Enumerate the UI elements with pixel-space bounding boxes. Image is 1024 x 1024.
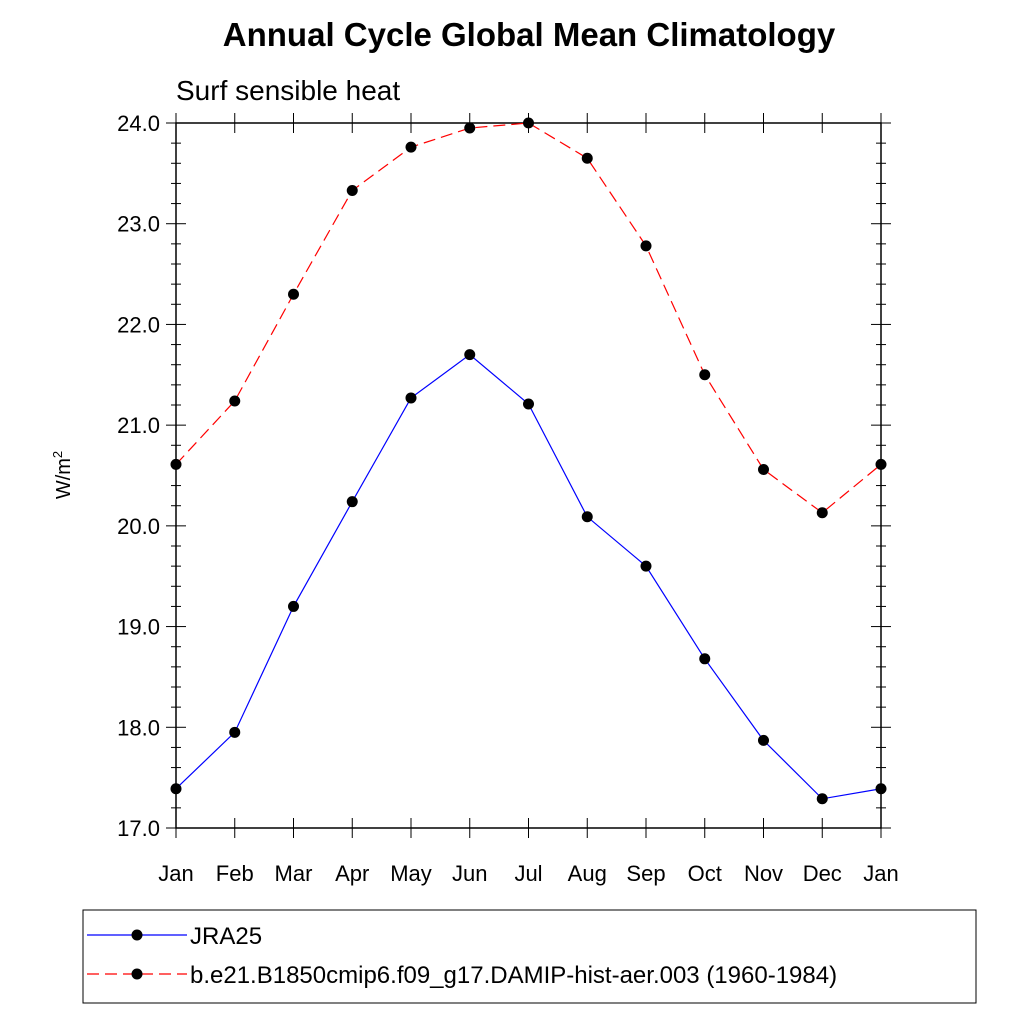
series-line-2	[175, 122, 882, 514]
data-point	[523, 398, 534, 410]
data-point	[875, 783, 887, 795]
data-point	[758, 734, 769, 746]
y-tick-label: 22.0	[117, 312, 160, 337]
x-tick-label: Mar	[275, 861, 313, 886]
data-point	[640, 560, 652, 572]
series-layer	[170, 117, 887, 805]
x-tick-label: Dec	[803, 861, 842, 886]
data-point	[229, 395, 241, 407]
x-tick-label: Jan	[158, 861, 193, 886]
x-tick-label: Jul	[514, 861, 542, 886]
data-point	[405, 141, 417, 153]
data-point	[758, 463, 769, 475]
legend-box	[82, 909, 977, 1004]
legend-label-2: b.e21.B1850cmip6.f09_g17.DAMIP-hist-aer.…	[190, 962, 837, 989]
x-tick-label: Jun	[452, 861, 487, 886]
x-tick-label: Sep	[626, 861, 665, 886]
data-point	[229, 726, 241, 738]
x-tick-label: Feb	[216, 861, 254, 886]
legend-marker-1	[131, 929, 143, 941]
x-tick-labels: Jan Feb Mar Apr May Jun Jul Aug Sep Oct Nov Dec Jan	[158, 861, 898, 886]
legend-label-1: JRA25	[190, 923, 262, 950]
y-tick-label: 21.0	[117, 413, 160, 438]
data-point	[816, 507, 828, 519]
x-tick-label: Aug	[568, 861, 607, 886]
data-point	[699, 653, 711, 665]
data-point	[405, 392, 417, 404]
y-tick-label: 23.0	[117, 212, 160, 237]
y-tick-label: 18.0	[117, 715, 160, 740]
data-point	[464, 349, 476, 361]
data-point	[346, 496, 358, 508]
legend: JRA25 b.e21.B1850cmip6.f09_g17.DAMIP-hist…	[87, 923, 837, 989]
legend-marker-2	[131, 968, 143, 980]
data-point	[699, 369, 711, 381]
y-tick-label: 19.0	[117, 615, 160, 640]
y-tick-label: 20.0	[117, 514, 160, 539]
data-point	[170, 783, 182, 795]
data-point	[816, 793, 828, 805]
data-point	[523, 117, 534, 129]
y-tick-labels: 17.0 18.0 19.0 20.0 21.0 22.0 23.0 24.0	[117, 111, 160, 841]
data-point	[640, 240, 652, 252]
data-point	[581, 511, 593, 523]
data-point	[170, 458, 182, 470]
chart-title: Annual Cycle Global Mean Climatology	[223, 16, 836, 53]
data-point	[875, 458, 887, 470]
series-line-1	[175, 353, 882, 800]
data-point	[581, 152, 593, 164]
y-axis-label: W/m2	[50, 451, 75, 499]
y-tick-label: 17.0	[117, 816, 160, 841]
data-point	[346, 184, 358, 196]
chart-subtitle: Surf sensible heat	[176, 75, 400, 106]
plot-frame	[175, 122, 882, 829]
data-point	[288, 600, 299, 612]
x-tick-label: Nov	[744, 861, 783, 886]
data-point	[288, 288, 299, 300]
x-tick-label: Jan	[863, 861, 898, 886]
x-tick-label: Oct	[688, 861, 722, 886]
x-tick-label: May	[390, 861, 432, 886]
data-point	[464, 122, 476, 134]
axis-ticks	[166, 113, 891, 838]
x-tick-label: Apr	[335, 861, 369, 886]
y-tick-label: 24.0	[117, 111, 160, 136]
